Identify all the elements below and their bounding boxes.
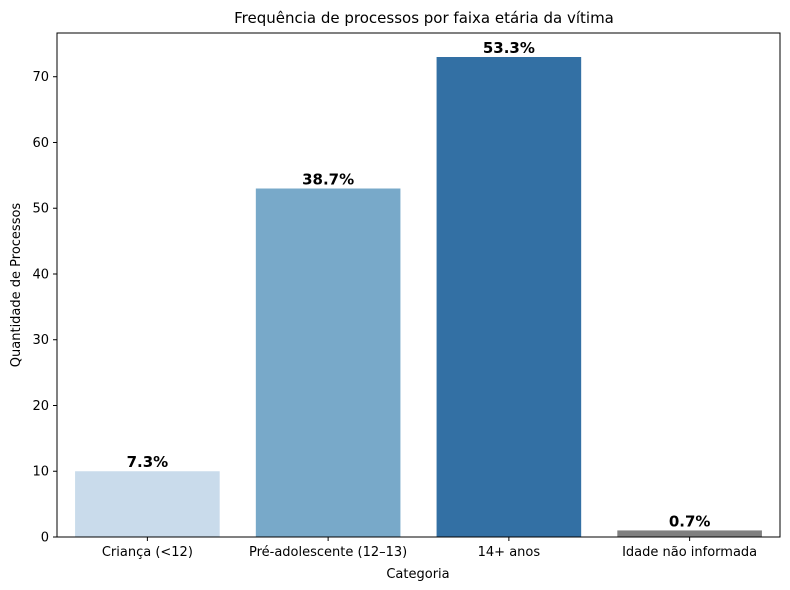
y-tick-label: 60 (32, 136, 49, 151)
data-label: 53.3% (483, 39, 535, 57)
bar (436, 57, 582, 537)
y-tick-label: 50 (32, 202, 49, 217)
bar (75, 471, 220, 537)
y-tick-label: 0 (41, 531, 49, 546)
y-tick-label: 10 (32, 465, 49, 480)
bar (255, 188, 401, 538)
y-tick-label: 30 (32, 333, 49, 348)
y-tick-label: 70 (32, 70, 49, 85)
x-tick-label: 14+ anos (478, 545, 541, 560)
chart-title: Frequência de processos por faixa etária… (234, 9, 614, 27)
data-label: 7.3% (127, 453, 169, 471)
bar (617, 530, 762, 537)
x-axis-label: Categoria (386, 567, 449, 582)
y-axis-label: Quantidade de Processos (9, 203, 24, 368)
y-tick-label: 20 (32, 399, 49, 414)
data-label: 38.7% (302, 171, 354, 189)
data-label: 0.7% (669, 512, 711, 530)
plot-frame (56, 32, 781, 538)
plot-area: Criança (<12) 7.3% Pré-adolescente (12–13)… (32, 32, 781, 560)
y-tick-label: 40 (32, 267, 49, 282)
x-tick-label: Criança (<12) (102, 545, 193, 560)
x-tick-label: Idade não informada (622, 545, 757, 560)
x-tick-label: Pré-adolescente (12–13) (249, 545, 407, 560)
